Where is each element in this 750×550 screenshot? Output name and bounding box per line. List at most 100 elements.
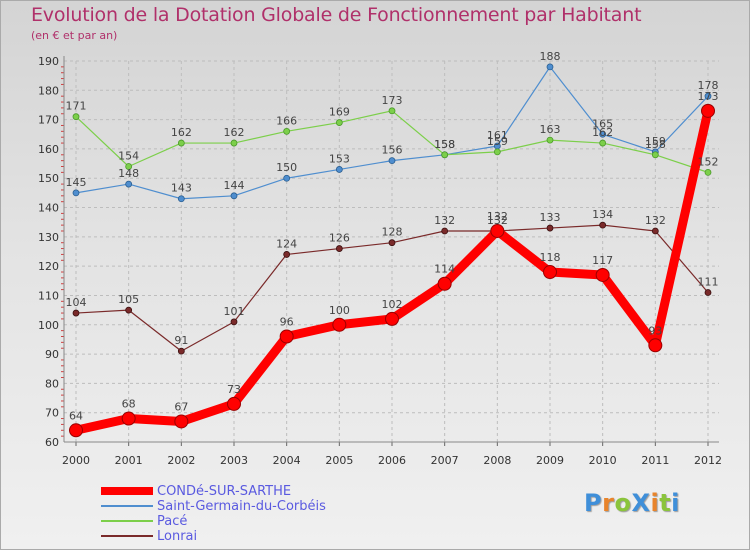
data-point: [651, 151, 659, 159]
data-point: [230, 318, 238, 326]
data-label: 132: [487, 214, 508, 227]
data-label: 158: [645, 138, 666, 151]
data-point: [283, 251, 291, 258]
data-point: [704, 92, 712, 100]
data-label: 159: [487, 135, 508, 148]
data-label: 105: [118, 293, 139, 306]
data-label: 126: [329, 232, 350, 245]
y-tick-label: 80: [45, 377, 59, 390]
data-point: [332, 317, 347, 332]
data-point: [72, 189, 80, 197]
logo-letter: t: [659, 489, 672, 517]
data-label: 133: [540, 211, 561, 224]
legend-label: CONDé-SUR-SARTHE: [157, 484, 292, 499]
x-tick-label: 2012: [694, 454, 722, 467]
data-point: [599, 221, 607, 229]
data-label: 171: [66, 100, 87, 113]
data-point: [599, 139, 607, 147]
data-point: [651, 227, 659, 235]
data-point: [595, 267, 610, 282]
data-label: 166: [276, 114, 297, 127]
data-point: [388, 239, 396, 247]
data-label: 132: [434, 214, 455, 227]
data-label: 159: [645, 135, 666, 148]
data-label: 67: [174, 400, 188, 413]
data-point: [72, 113, 80, 121]
data-label: 64: [69, 409, 83, 422]
data-label: 111: [698, 276, 719, 289]
data-point: [546, 224, 554, 232]
data-label: 148: [118, 167, 139, 180]
data-label: 101: [224, 305, 245, 318]
data-point: [543, 265, 557, 280]
y-tick-label: 60: [45, 436, 59, 449]
grid-lines: [64, 60, 719, 443]
legend-swatch: [101, 535, 153, 537]
x-tick-label: 2005: [325, 454, 353, 467]
data-point: [704, 289, 712, 296]
data-label: 169: [329, 106, 350, 119]
y-tick-label: 180: [38, 84, 59, 97]
x-tick-label: 2001: [115, 454, 143, 467]
data-label: 156: [382, 144, 403, 157]
y-tick-label: 160: [38, 143, 59, 156]
data-point: [283, 127, 291, 135]
legend-swatch: [101, 505, 153, 507]
data-label: 173: [382, 94, 403, 107]
data-label: 102: [382, 298, 403, 311]
data-label: 162: [171, 126, 192, 139]
data-label: 152: [698, 155, 719, 168]
data-point: [177, 195, 185, 203]
x-tick-label: 2003: [220, 454, 248, 467]
y-tick-label: 70: [45, 407, 59, 420]
y-tick-label: 150: [38, 172, 59, 185]
series-lines: [69, 63, 715, 438]
y-tick-label: 90: [45, 348, 59, 361]
legend-item: CONDé-SUR-SARTHE: [101, 484, 421, 499]
logo-letter: X: [631, 489, 651, 517]
chart-title: Evolution de la Dotation Globale de Fonc…: [31, 4, 642, 26]
data-label: 128: [382, 226, 403, 239]
data-label: 154: [118, 150, 139, 163]
legend-swatch: [101, 520, 153, 522]
data-label: 153: [329, 152, 350, 165]
data-label: 134: [592, 208, 613, 221]
data-label: 132: [645, 214, 666, 227]
data-label: 91: [174, 334, 188, 347]
data-point: [177, 347, 185, 355]
data-point: [437, 276, 452, 291]
y-tick-label: 190: [38, 55, 59, 68]
logo-letter: P: [584, 489, 603, 517]
legend: CONDé-SUR-SARTHE Saint-Germain-du-Corbéis…: [101, 484, 421, 544]
data-label: 188: [540, 50, 561, 63]
logo-letter: r: [602, 489, 615, 517]
data-point: [385, 311, 399, 326]
data-label: 162: [592, 126, 613, 139]
data-label: 165: [592, 117, 613, 130]
data-point: [546, 136, 554, 144]
x-tick-label: 2000: [62, 454, 90, 467]
data-point: [230, 192, 238, 200]
legend-item: Lonrai: [101, 529, 421, 544]
data-point: [335, 166, 343, 173]
legend-item: Pacé: [101, 514, 421, 529]
data-label: 96: [280, 315, 294, 328]
data-point: [441, 227, 449, 235]
x-tick-label: 2008: [483, 454, 511, 467]
x-tick-label: 2006: [378, 454, 406, 467]
data-point: [704, 168, 712, 176]
legend-swatch: [101, 487, 153, 495]
data-point: [701, 103, 715, 118]
data-point: [69, 423, 83, 438]
data-point: [279, 329, 294, 344]
data-label: 158: [434, 138, 455, 151]
data-point: [335, 245, 343, 252]
legend-label: Pacé: [157, 514, 188, 529]
data-point: [599, 130, 607, 138]
x-tick-label: 2010: [589, 454, 617, 467]
data-point: [441, 151, 449, 159]
proxiti-logo: ProXiti: [584, 489, 680, 517]
data-label: 144: [224, 179, 245, 192]
data-point: [283, 174, 291, 182]
